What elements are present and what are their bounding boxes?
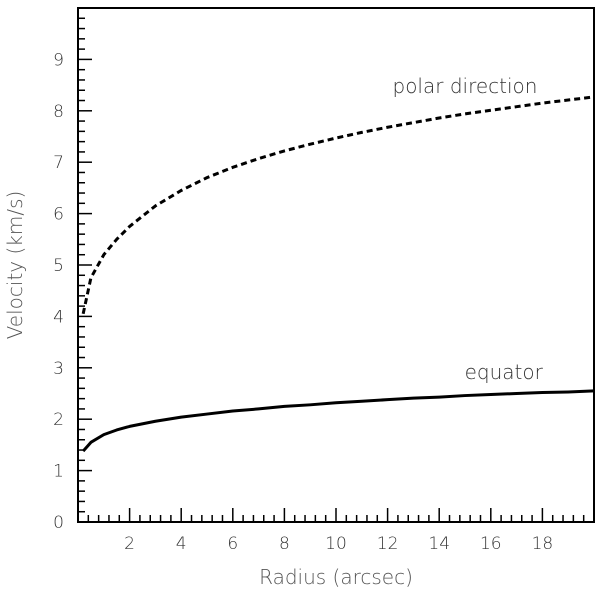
- x-tick-label: 4: [176, 534, 187, 554]
- y-tick-label: 2: [53, 410, 64, 430]
- x-tick-label: 18: [532, 534, 554, 554]
- series-lines: [81, 95, 595, 453]
- plot-frame: [77, 7, 595, 523]
- y-tick-label: 0: [53, 513, 64, 533]
- y-ticks: 0 1 2 3 4 5 6 7 8 9: [53, 7, 92, 533]
- y-axis-title: Velocity (km/s): [3, 191, 27, 340]
- x-tick-label: 6: [227, 534, 238, 554]
- y-tick-label: 4: [53, 307, 64, 327]
- y-tick-label: 9: [53, 50, 64, 70]
- annotation-label: equator: [465, 360, 544, 384]
- x-tick-label: 16: [480, 534, 502, 554]
- series-line-1: [82, 389, 595, 453]
- annotations: polar direction equator: [393, 74, 544, 384]
- y-tick-label: 3: [53, 359, 64, 379]
- x-tick-label: 2: [124, 534, 135, 554]
- y-tick-label: 7: [53, 153, 64, 173]
- y-tick-label: 6: [53, 205, 64, 225]
- series-line-0: [81, 95, 595, 315]
- x-axis-title: Radius (arcsec): [259, 565, 413, 589]
- y-tick-label: 1: [53, 462, 64, 482]
- annotation-label: polar direction: [393, 74, 538, 98]
- y-tick-label: 5: [53, 256, 64, 276]
- x-tick-label: 12: [377, 534, 399, 554]
- x-tick-label: 10: [325, 534, 347, 554]
- x-tick-label: 8: [279, 534, 290, 554]
- x-ticks: 2 4 6 8 10 12 14 16 18: [77, 508, 595, 554]
- x-tick-label: 14: [428, 534, 450, 554]
- y-tick-label: 8: [53, 102, 64, 122]
